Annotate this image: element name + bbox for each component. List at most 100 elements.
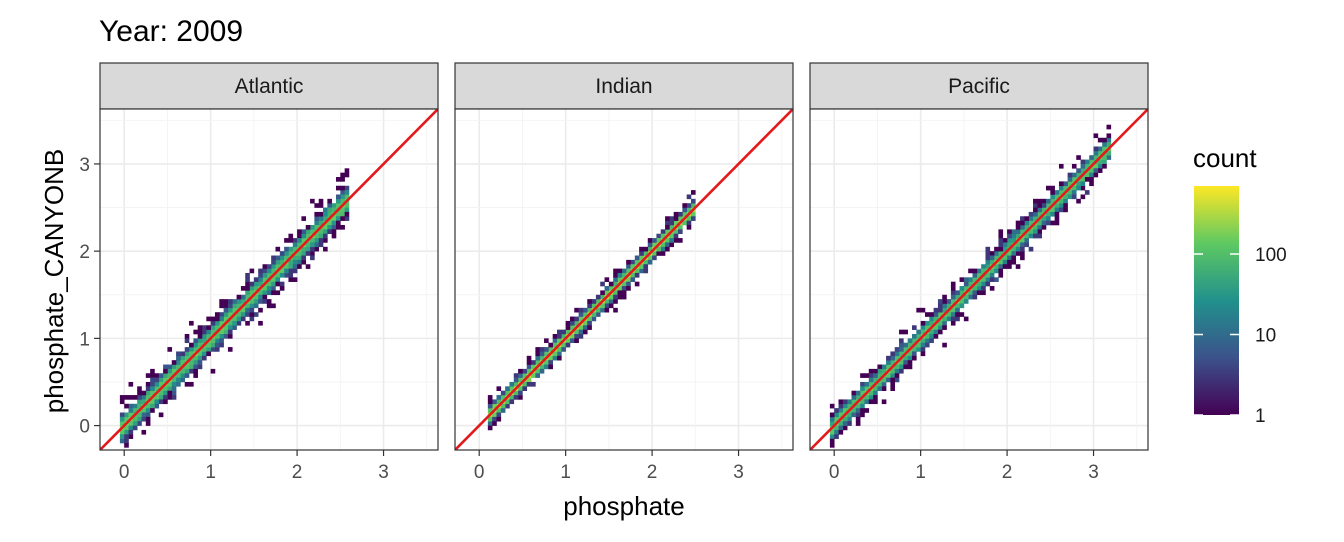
heatmap-bin bbox=[976, 268, 982, 274]
heatmap-bin bbox=[920, 320, 926, 326]
heatmap-bin bbox=[249, 303, 255, 309]
heatmap-bin bbox=[487, 421, 493, 426]
heatmap-bin bbox=[916, 307, 921, 313]
heatmap-bin bbox=[989, 286, 995, 291]
heatmap-bin bbox=[873, 373, 878, 378]
heatmap-bin bbox=[236, 320, 242, 326]
heatmap-bin bbox=[258, 299, 263, 304]
heatmap-bin bbox=[344, 211, 350, 217]
heatmap-bin bbox=[617, 268, 623, 274]
heatmap-bin bbox=[686, 224, 692, 230]
heatmap-bin bbox=[591, 316, 597, 322]
heatmap-bin bbox=[886, 377, 891, 383]
heatmap-bin bbox=[1037, 229, 1042, 235]
heatmap-bin bbox=[232, 316, 237, 322]
heatmap-bin bbox=[180, 351, 186, 357]
heatmap-bin bbox=[176, 355, 181, 361]
heatmap-bin bbox=[626, 268, 631, 274]
heatmap-bin bbox=[227, 325, 233, 330]
heatmap-bin bbox=[890, 373, 896, 378]
x-axis-label: phosphate bbox=[563, 491, 684, 521]
heatmap-bin bbox=[1002, 246, 1008, 252]
heatmap-bin bbox=[994, 251, 999, 256]
heatmap-bin bbox=[894, 355, 900, 361]
heatmap-bin bbox=[963, 299, 969, 304]
heatmap-bin bbox=[1020, 220, 1025, 226]
heatmap-bin bbox=[829, 421, 835, 426]
heatmap-bin bbox=[202, 355, 207, 361]
heatmap-bin bbox=[344, 216, 350, 221]
heatmap-bin bbox=[690, 190, 696, 195]
heatmap-bin bbox=[487, 416, 493, 422]
heatmap-bin bbox=[972, 268, 978, 274]
heatmap-bin bbox=[574, 316, 579, 322]
heatmap-bin bbox=[487, 395, 493, 400]
heatmap-bin bbox=[171, 390, 177, 396]
heatmap-bin bbox=[318, 216, 324, 221]
heatmap-bin bbox=[335, 194, 341, 200]
heatmap-bin bbox=[630, 264, 636, 269]
heatmap-bin bbox=[292, 255, 298, 261]
heatmap-bin bbox=[955, 312, 960, 317]
heatmap-bin bbox=[955, 303, 960, 309]
heatmap-bin bbox=[847, 403, 852, 409]
heatmap-bin bbox=[595, 307, 601, 313]
heatmap-bin bbox=[682, 220, 687, 226]
heatmap-bin bbox=[335, 203, 341, 208]
heatmap-bin bbox=[552, 338, 558, 344]
heatmap-bin bbox=[1089, 159, 1094, 165]
heatmap-bin bbox=[912, 334, 917, 339]
heatmap-bin bbox=[894, 373, 900, 378]
heatmap-bin bbox=[145, 390, 151, 396]
heatmap-bin bbox=[626, 277, 631, 282]
heatmap-bin bbox=[903, 364, 908, 370]
heatmap-bin bbox=[1033, 207, 1038, 213]
heatmap-bin bbox=[933, 329, 939, 335]
heatmap-bin bbox=[569, 338, 575, 344]
heatmap-bin bbox=[197, 329, 203, 335]
heatmap-bin bbox=[119, 399, 125, 405]
heatmap-bin bbox=[920, 338, 926, 344]
heatmap-bin bbox=[210, 325, 216, 330]
heatmap-bin bbox=[1041, 220, 1047, 226]
panel-border bbox=[99, 108, 439, 451]
heatmap-bin bbox=[1028, 216, 1034, 221]
heatmap-bin bbox=[847, 412, 852, 418]
heatmap-bin bbox=[323, 233, 328, 239]
heatmap-bin bbox=[539, 351, 545, 357]
heatmap-bin bbox=[214, 342, 220, 348]
heatmap-bin bbox=[561, 342, 566, 348]
heatmap-bin bbox=[1097, 163, 1103, 169]
heatmap-bin bbox=[665, 246, 670, 252]
heatmap-bin bbox=[998, 242, 1004, 248]
heatmap-bin bbox=[899, 351, 904, 357]
heatmap-bin bbox=[150, 403, 155, 409]
heatmap-bin bbox=[227, 320, 233, 326]
heatmap-bin bbox=[284, 246, 289, 252]
heatmap-bin bbox=[946, 299, 952, 304]
heatmap-bin bbox=[124, 438, 129, 444]
heatmap-bin bbox=[305, 246, 311, 252]
heatmap-bin bbox=[531, 364, 536, 370]
heatmap-bin bbox=[141, 399, 147, 405]
heatmap-bin bbox=[284, 251, 289, 256]
heatmap-bin bbox=[608, 286, 614, 291]
heatmap-bin bbox=[1093, 155, 1099, 160]
heatmap-bin bbox=[531, 373, 536, 378]
heatmap-bin bbox=[582, 307, 588, 313]
heatmap-bin bbox=[137, 399, 142, 405]
heatmap-bin bbox=[522, 386, 528, 391]
heatmap-bin bbox=[981, 268, 986, 274]
heatmap-bin bbox=[1076, 172, 1081, 178]
heatmap-bin bbox=[323, 211, 328, 217]
heatmap-bin bbox=[1071, 185, 1077, 191]
heatmap-bin bbox=[340, 211, 345, 217]
heatmap-bin bbox=[132, 425, 138, 431]
heatmap-bin bbox=[1020, 246, 1025, 252]
heatmap-bin bbox=[288, 272, 294, 278]
heatmap-bin bbox=[1041, 203, 1047, 208]
heatmap-bin bbox=[288, 259, 294, 265]
heatmap-bin bbox=[531, 360, 536, 365]
heatmap-bin bbox=[578, 307, 584, 313]
